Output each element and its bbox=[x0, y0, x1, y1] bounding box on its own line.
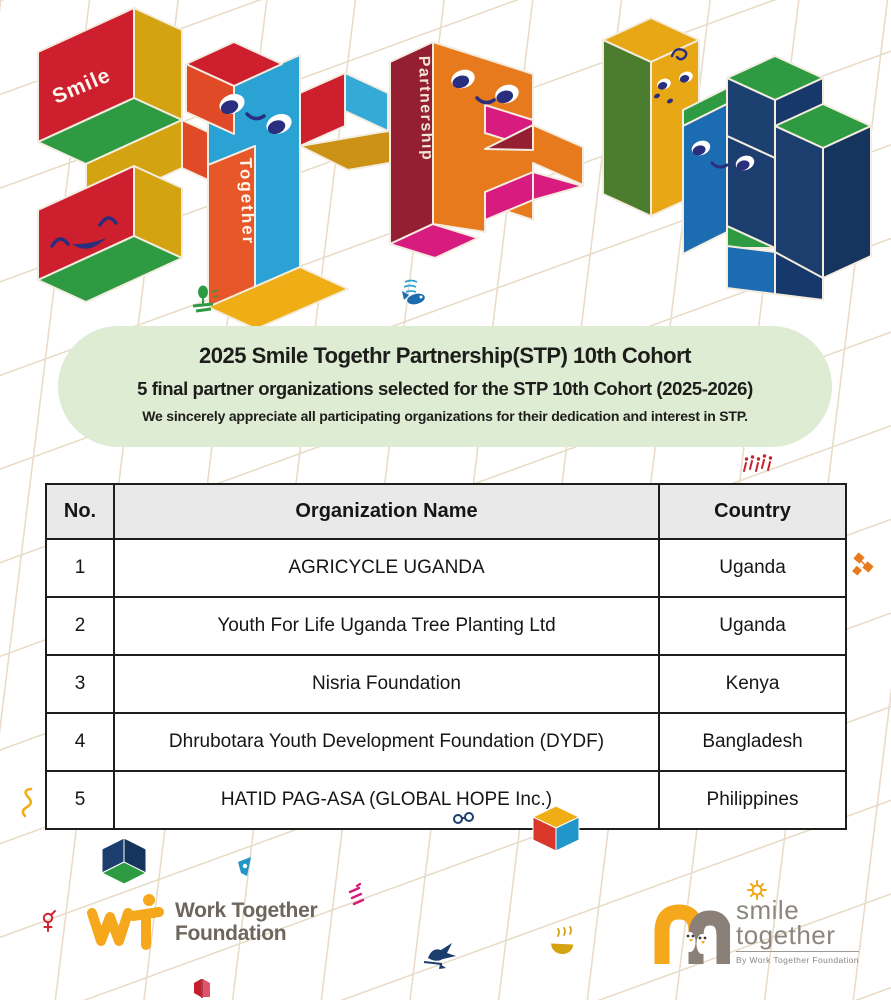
ribbon-squiggle-icon bbox=[21, 787, 33, 818]
smile-together-logo: smile together By Work Together Foundati… bbox=[650, 895, 859, 970]
table-row: 1 AGRICYCLE UGANDA Uganda bbox=[45, 538, 847, 598]
banner-subtitle: 5 final partner organizations selected f… bbox=[137, 378, 753, 399]
pink-squiggle-icon bbox=[348, 882, 365, 906]
wtf-logo-line1: Work Together bbox=[175, 899, 318, 922]
column-header-organization: Organization Name bbox=[113, 483, 660, 540]
stp-letters-art: Smile Together Partnership bbox=[37, 7, 872, 330]
wtf-logo-line2: Foundation bbox=[175, 922, 287, 945]
partners-table-body: 1 AGRICYCLE UGANDA Uganda 2 Youth For Life U… bbox=[45, 538, 847, 830]
banner-title: 2025 Smile Togethr Partnership(STP) 10th… bbox=[199, 343, 691, 368]
bird-icon bbox=[423, 943, 456, 969]
country: Uganda bbox=[658, 538, 847, 598]
table-row: 2 Youth For Life Uganda Tree Planting Ltd… bbox=[45, 596, 847, 656]
bowl-steam-icon bbox=[551, 926, 574, 955]
penguin-m-icon bbox=[654, 904, 730, 964]
row-number: 1 bbox=[45, 538, 115, 598]
organization-name: Youth For Life Uganda Tree Planting Ltd bbox=[113, 596, 660, 656]
organization-name: HATID PAG-ASA (GLOBAL HOPE Inc.) bbox=[113, 770, 660, 830]
smile-logo-line2: together bbox=[736, 922, 859, 952]
row-number: 3 bbox=[45, 654, 115, 714]
country: Philippines bbox=[658, 770, 847, 830]
navy-cube-icon bbox=[100, 837, 148, 885]
partnership-label: Partnership bbox=[415, 56, 436, 162]
country: Uganda bbox=[658, 596, 847, 656]
work-together-foundation-logo: Work Together Foundation bbox=[85, 893, 318, 951]
digit-zero bbox=[682, 55, 872, 301]
partners-table: No. Organization Name Country 1 AGRICYCLE… bbox=[45, 483, 847, 830]
letter-faces bbox=[50, 48, 755, 249]
row-number: 2 bbox=[45, 596, 115, 656]
table-row: 3 Nisria Foundation Kenya bbox=[45, 654, 847, 714]
pin-icon bbox=[238, 857, 251, 876]
announcement-banner: 2025 Smile Togethr Partnership(STP) 10th… bbox=[58, 326, 832, 447]
book-icon bbox=[194, 979, 210, 998]
organization-name: AGRICYCLE UGANDA bbox=[113, 538, 660, 598]
organization-name: Dhrubotara Youth Development Foundation … bbox=[113, 712, 660, 772]
letter-s bbox=[37, 7, 231, 303]
table-row: 4 Dhrubotara Youth Development Foundation… bbox=[45, 712, 847, 772]
letter-p bbox=[389, 41, 584, 259]
column-header-no: No. bbox=[45, 483, 115, 540]
row-number: 5 bbox=[45, 770, 115, 830]
smile-logo-text: smile together By Work Together Foundati… bbox=[736, 895, 859, 965]
gender-icon bbox=[42, 910, 56, 932]
wtf-logo-text: Work Together Foundation bbox=[175, 899, 318, 945]
smile-logo-line1: smile bbox=[736, 895, 800, 925]
molecule-icon bbox=[852, 552, 874, 576]
smile-logo-byline: By Work Together Foundation bbox=[736, 955, 859, 965]
row-number: 4 bbox=[45, 712, 115, 772]
table-row: 5 HATID PAG-ASA (GLOBAL HOPE Inc.) Philipp… bbox=[45, 770, 847, 830]
people-icon bbox=[743, 454, 773, 472]
wt-monogram-icon bbox=[87, 894, 164, 950]
column-header-country: Country bbox=[658, 483, 847, 540]
together-label: Together bbox=[236, 157, 258, 245]
country: Kenya bbox=[658, 654, 847, 714]
banner-note: We sincerely appreciate all participatin… bbox=[142, 408, 748, 424]
organization-name: Nisria Foundation bbox=[113, 654, 660, 714]
country: Bangladesh bbox=[658, 712, 847, 772]
table-header-row: No. Organization Name Country bbox=[45, 483, 847, 540]
